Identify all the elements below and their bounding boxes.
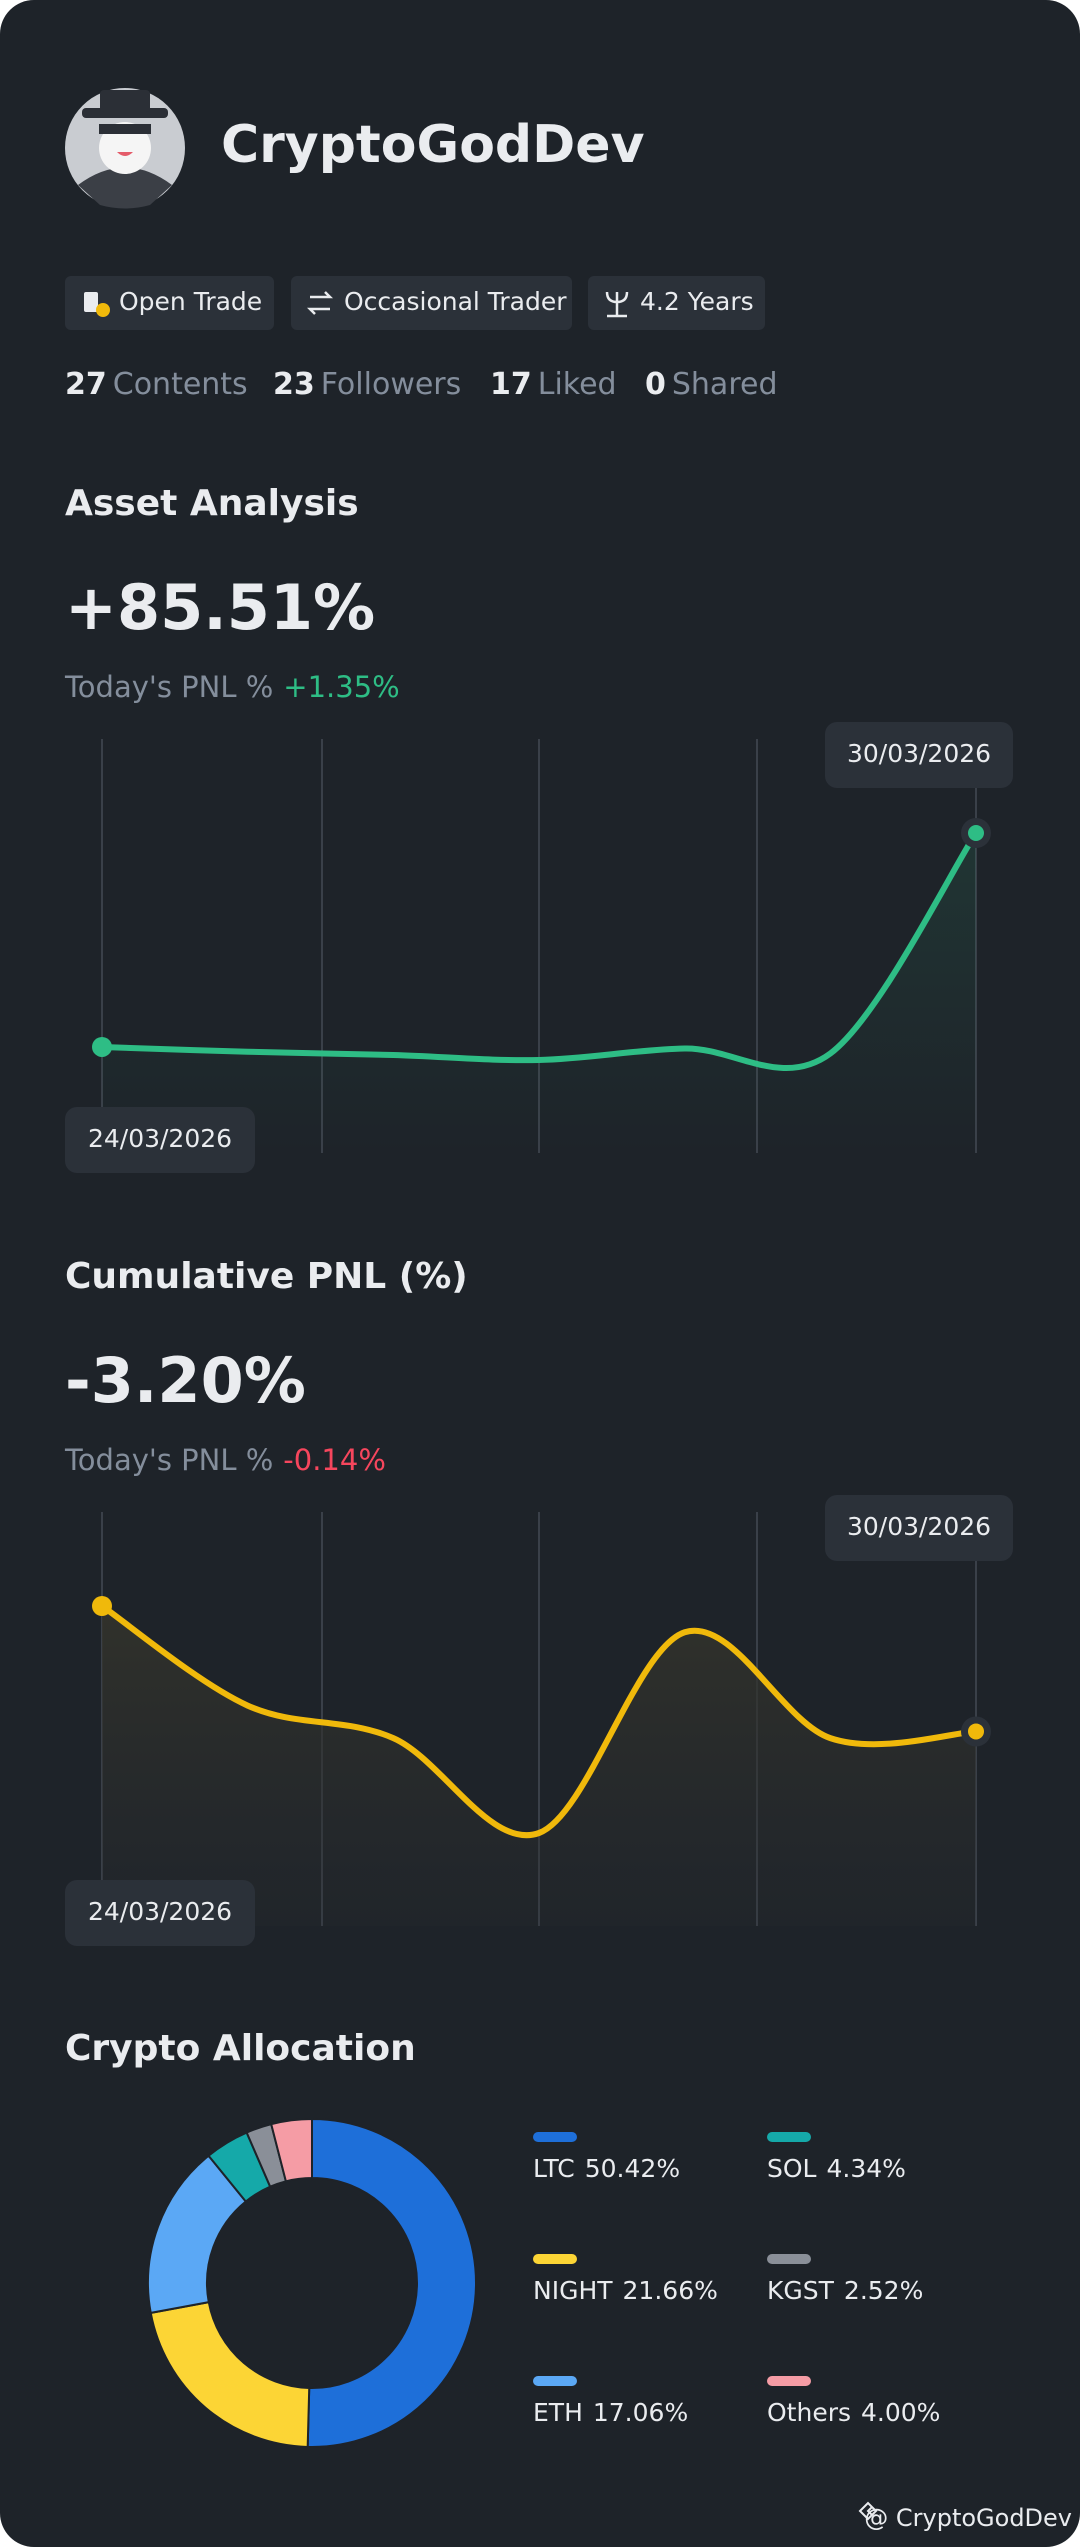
date-label: 24/03/2026 bbox=[88, 1897, 232, 1926]
legend-value: 4.34% bbox=[826, 2154, 905, 2183]
section-title: Cumulative PNL (%) bbox=[65, 1256, 468, 1297]
end-point-dot bbox=[968, 825, 984, 841]
legend-name: NIGHT bbox=[533, 2276, 613, 2305]
subtitle-label: Today's PNL % bbox=[64, 1443, 273, 1477]
legend-value: 50.42% bbox=[585, 2154, 680, 2183]
headline: -3.20% bbox=[65, 1344, 306, 1417]
legend-entry: Others 4.00% bbox=[767, 2398, 940, 2427]
subtitle-value: -0.14% bbox=[283, 1443, 386, 1477]
legend-swatch bbox=[533, 2376, 577, 2386]
stat: 17 Liked bbox=[490, 367, 617, 402]
tag: 4.2 Years bbox=[588, 276, 765, 330]
stat: 23 Followers bbox=[273, 367, 461, 402]
stat-value: 17 bbox=[490, 367, 532, 402]
line bbox=[101, 831, 979, 1072]
date-label: 30/03/2026 bbox=[847, 1512, 991, 1541]
headline: +85.51% bbox=[65, 571, 375, 644]
legend-swatch bbox=[767, 2254, 811, 2264]
subtitle-label: Today's PNL % bbox=[64, 670, 273, 704]
legend-name: SOL bbox=[767, 2154, 817, 2183]
footer-text: @ CryptoGodDev bbox=[864, 2504, 1072, 2532]
legend-value: 2.52% bbox=[844, 2276, 923, 2305]
tag-label: Open Trade bbox=[119, 287, 262, 316]
subtitle: Today's PNL % +1.35% bbox=[64, 670, 400, 704]
tag-label: Occasional Trader bbox=[344, 287, 567, 316]
date-bubble bbox=[65, 1880, 255, 1946]
legend-name: LTC bbox=[533, 2154, 575, 2183]
area bbox=[102, 1606, 976, 1926]
footer: @ CryptoGodDev bbox=[858, 2501, 1072, 2532]
legend-swatch bbox=[533, 2254, 577, 2264]
stat-label: Contents bbox=[113, 367, 248, 402]
line bbox=[100, 1603, 977, 1839]
stat: 27 Contents bbox=[65, 367, 248, 402]
donut-slice bbox=[306, 2117, 478, 2448]
legend-name: ETH bbox=[533, 2398, 583, 2427]
start-point bbox=[92, 1596, 112, 1616]
subtitle-value: +1.35% bbox=[283, 670, 399, 704]
charts: Asset Analysis +85.51% Today's PNL % +1.35%… bbox=[64, 483, 1013, 2448]
legend-entry: NIGHT 21.66% bbox=[533, 2276, 718, 2305]
section-title: Crypto Allocation bbox=[65, 2028, 416, 2069]
legend-value: 4.00% bbox=[861, 2398, 940, 2427]
area bbox=[102, 833, 976, 1153]
legend-value: 17.06% bbox=[593, 2398, 688, 2427]
date-bubble bbox=[825, 1495, 1013, 1561]
legend-entry: KGST 2.52% bbox=[767, 2276, 923, 2305]
legend-entry: SOL 4.34% bbox=[767, 2154, 906, 2183]
stat-value: 27 bbox=[65, 367, 107, 402]
tag: Open Trade bbox=[65, 276, 274, 330]
legend-swatch bbox=[767, 2132, 811, 2142]
stat-label: Shared bbox=[672, 367, 778, 402]
legend-entry: ETH 17.06% bbox=[533, 2398, 688, 2427]
profile-name: CryptoGodDev bbox=[221, 115, 645, 175]
legend-value: 21.66% bbox=[623, 2276, 718, 2305]
stat: 0 Shared bbox=[645, 367, 778, 402]
stat-label: Followers bbox=[321, 367, 462, 402]
legend-entry: LTC 50.42% bbox=[533, 2154, 680, 2183]
tag-label: 4.2 Years bbox=[640, 287, 754, 316]
stats: 27 Contents 23 Followers 17 Liked 0 Shared bbox=[65, 367, 778, 402]
tag: Occasional Trader bbox=[291, 276, 572, 330]
legend-name: Others bbox=[767, 2398, 851, 2427]
date-label: 24/03/2026 bbox=[88, 1124, 232, 1153]
legend-name: KGST bbox=[767, 2276, 835, 2305]
subtitle: Today's PNL % -0.14% bbox=[64, 1443, 386, 1477]
date-bubble bbox=[65, 1107, 255, 1173]
date-bubble bbox=[825, 722, 1013, 788]
stat-value: 23 bbox=[273, 367, 315, 402]
donut-slice bbox=[269, 2117, 313, 2183]
date-label: 30/03/2026 bbox=[847, 739, 991, 768]
legend-swatch bbox=[533, 2132, 577, 2142]
end-point-dot bbox=[968, 1723, 984, 1740]
legend-swatch bbox=[767, 2376, 811, 2386]
section-title: Asset Analysis bbox=[65, 483, 359, 524]
stat-value: 0 bbox=[645, 367, 666, 402]
start-point bbox=[92, 1036, 112, 1057]
avatar bbox=[65, 88, 185, 209]
stat-label: Liked bbox=[538, 367, 617, 402]
